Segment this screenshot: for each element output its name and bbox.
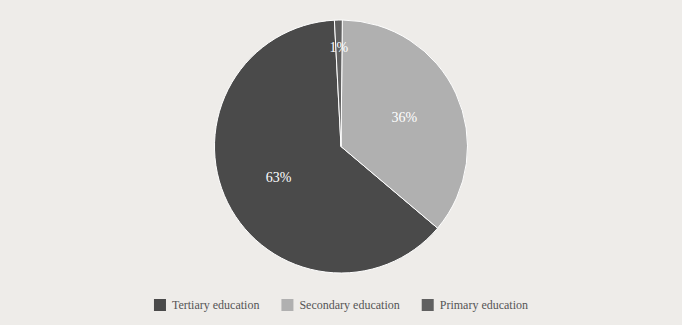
legend-item: Primary education xyxy=(422,298,528,312)
legend-swatch xyxy=(154,299,166,311)
data-label: 1% xyxy=(330,40,349,55)
pie xyxy=(214,20,467,273)
legend-item: Tertiary education xyxy=(154,298,259,312)
chart-container: 63% 36% 1% Tertiary education Secondary educ… xyxy=(0,0,682,325)
data-label: 63% xyxy=(266,170,292,185)
pie-slice xyxy=(334,20,342,147)
data-labels: 63% 36% 1% xyxy=(266,40,418,185)
legend-label: Secondary education xyxy=(299,298,399,312)
legend: Tertiary education Secondary education Pri… xyxy=(154,298,528,312)
legend-swatch xyxy=(422,299,434,311)
pie-slice xyxy=(341,20,467,228)
legend-label: Tertiary education xyxy=(172,298,259,312)
background xyxy=(0,0,682,325)
legend-swatch xyxy=(281,299,293,311)
data-label: 36% xyxy=(391,110,417,125)
chart-svg: 63% 36% 1% Tertiary education Secondary educ… xyxy=(0,0,682,325)
legend-label: Primary education xyxy=(440,298,528,312)
legend-item: Secondary education xyxy=(281,298,399,312)
